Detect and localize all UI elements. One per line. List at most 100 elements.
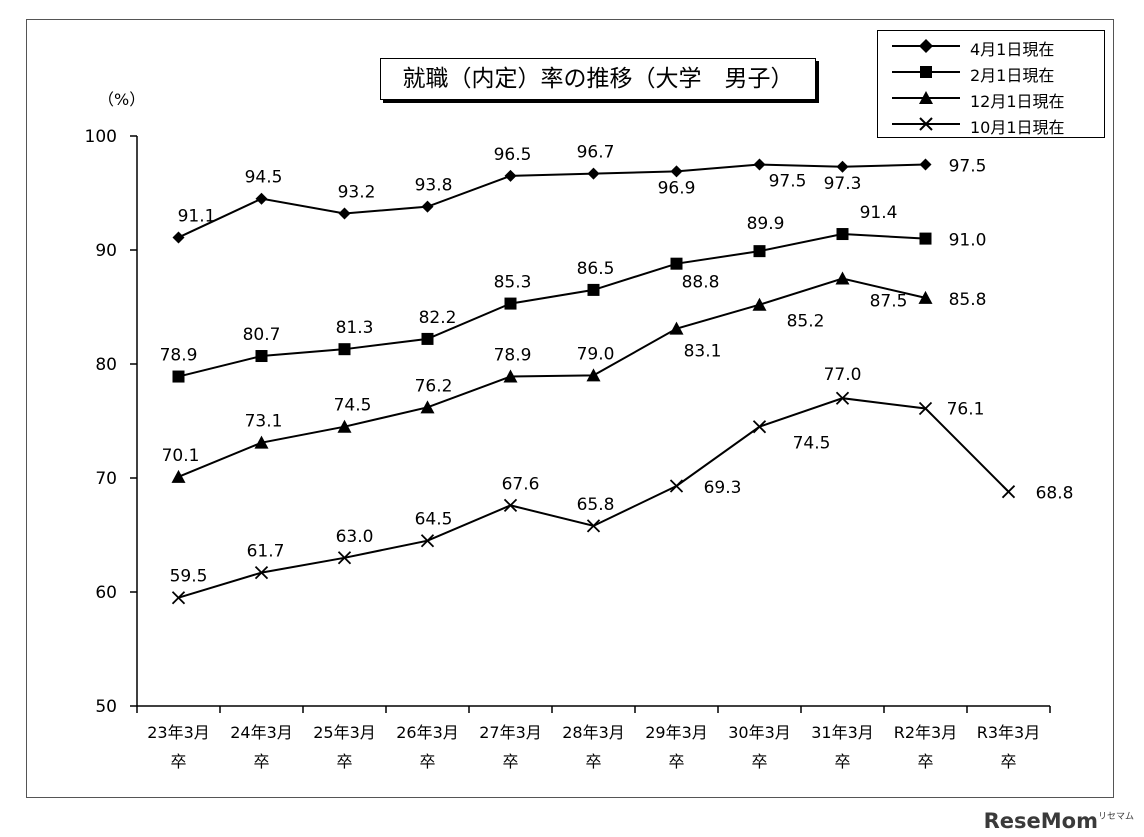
data-point-diamond	[670, 165, 683, 178]
data-point-x	[254, 565, 269, 580]
data-point-square	[670, 257, 683, 270]
x-tick-label-sub: 卒	[668, 752, 684, 771]
data-point-triangle	[254, 435, 269, 449]
diamond-marker-icon	[892, 39, 960, 53]
data-label: 81.3	[336, 318, 374, 338]
data-label: 82.2	[419, 308, 457, 328]
x-tick-label: 26年3月	[396, 723, 459, 742]
data-point-square	[255, 350, 268, 363]
legend-item-apr: 4月1日現在	[878, 33, 1104, 59]
data-point-triangle	[918, 290, 933, 304]
data-label: 68.8	[1036, 484, 1074, 504]
data-point-square	[504, 297, 517, 310]
watermark-logo: ReseMomリセマム	[984, 809, 1134, 833]
data-point-triangle	[669, 321, 684, 335]
x-tick-label: 27年3月	[479, 723, 542, 742]
data-label: 59.5	[170, 567, 208, 587]
y-tick-label: 70	[95, 469, 117, 489]
series-line-diamond	[178, 163, 926, 239]
data-point-diamond	[587, 167, 600, 180]
x-tick-label-sub: 卒	[336, 752, 352, 771]
data-label: 78.9	[494, 346, 532, 366]
data-point-diamond	[421, 200, 434, 213]
x-tick-label-sub: 卒	[170, 752, 186, 771]
chart-title: 就職（内定）率の推移（大学 男子）	[380, 58, 816, 100]
x-tick-label-sub: 卒	[1000, 752, 1016, 771]
series-line-square	[178, 233, 926, 378]
x-tick-label: R2年3月	[894, 723, 957, 742]
x-tick-label: 31年3月	[811, 723, 874, 742]
data-label: 61.7	[247, 542, 285, 562]
data-label: 73.1	[245, 412, 283, 432]
legend-item-oct: 10月1日現在	[878, 111, 1104, 137]
watermark-subtext: リセマム	[1097, 812, 1134, 822]
y-tick-label: 80	[95, 355, 117, 375]
data-label: 87.5	[870, 292, 908, 312]
legend: 4月1日現在 2月1日現在 12月1日現在 10月1日現在	[877, 30, 1105, 138]
data-point-x	[420, 534, 435, 548]
x-tick-label-sub: 卒	[917, 752, 933, 771]
data-point-x	[586, 519, 601, 533]
data-label: 85.3	[494, 273, 532, 293]
legend-item-feb: 2月1日現在	[878, 59, 1104, 85]
data-point-triangle	[835, 271, 850, 285]
data-label: 88.8	[682, 273, 720, 293]
x-tick-label: R3年3月	[977, 723, 1040, 742]
data-label: 78.9	[160, 346, 198, 366]
data-label: 74.5	[793, 434, 831, 454]
x-marker-icon	[892, 117, 960, 131]
data-label: 76.1	[947, 399, 985, 419]
data-point-square	[172, 370, 185, 383]
data-point-diamond	[504, 169, 517, 182]
data-point-x	[171, 591, 186, 605]
legend-label-dec: 12月1日現在	[970, 92, 1065, 111]
data-point-square	[338, 343, 351, 356]
data-label: 64.5	[415, 510, 453, 530]
data-point-x	[337, 551, 352, 565]
legend-label-apr: 4月1日現在	[970, 40, 1055, 59]
x-tick-label: 23年3月	[147, 723, 210, 742]
x-tick-label-sub: 卒	[834, 752, 850, 771]
data-label: 80.7	[243, 325, 281, 345]
data-label: 63.0	[336, 527, 374, 547]
data-label: 96.9	[658, 178, 696, 198]
data-label: 96.5	[494, 145, 532, 165]
data-point-triangle	[586, 368, 601, 382]
data-label: 97.5	[949, 157, 987, 177]
data-point-x	[918, 401, 933, 416]
triangle-marker-icon	[892, 91, 960, 104]
data-point-diamond	[172, 231, 185, 244]
data-label: 94.5	[245, 168, 283, 188]
data-point-triangle	[503, 369, 518, 383]
x-tick-label: 28年3月	[562, 723, 625, 742]
data-label: 89.9	[747, 214, 785, 234]
data-point-square	[753, 245, 766, 258]
data-point-diamond	[836, 160, 849, 173]
x-tick-label: 29年3月	[645, 723, 708, 742]
data-point-square	[836, 228, 849, 241]
data-label: 97.3	[824, 174, 862, 194]
data-point-diamond	[255, 192, 268, 205]
data-label: 76.2	[415, 376, 453, 396]
legend-item-dec: 12月1日現在	[878, 85, 1104, 111]
data-point-x	[503, 498, 518, 512]
data-label: 91.4	[860, 203, 898, 223]
data-point-diamond	[919, 158, 932, 171]
data-label: 77.0	[824, 365, 862, 385]
data-label: 85.8	[949, 290, 987, 310]
x-tick-label: 25年3月	[313, 723, 376, 742]
data-label: 91.1	[178, 206, 216, 226]
watermark-text: ReseMom	[983, 809, 1098, 833]
data-point-x	[752, 420, 767, 434]
data-point-triangle	[171, 469, 186, 483]
data-label: 96.7	[577, 143, 615, 163]
data-point-square	[421, 332, 434, 345]
data-label: 74.5	[334, 396, 372, 416]
data-label: 86.5	[577, 259, 615, 279]
y-unit-label: （%）	[98, 90, 146, 109]
x-tick-label-sub: 卒	[419, 752, 435, 771]
data-label: 67.6	[502, 474, 540, 494]
data-point-diamond	[753, 158, 766, 171]
series-line-triangle	[178, 277, 926, 478]
data-point-diamond	[338, 207, 351, 220]
